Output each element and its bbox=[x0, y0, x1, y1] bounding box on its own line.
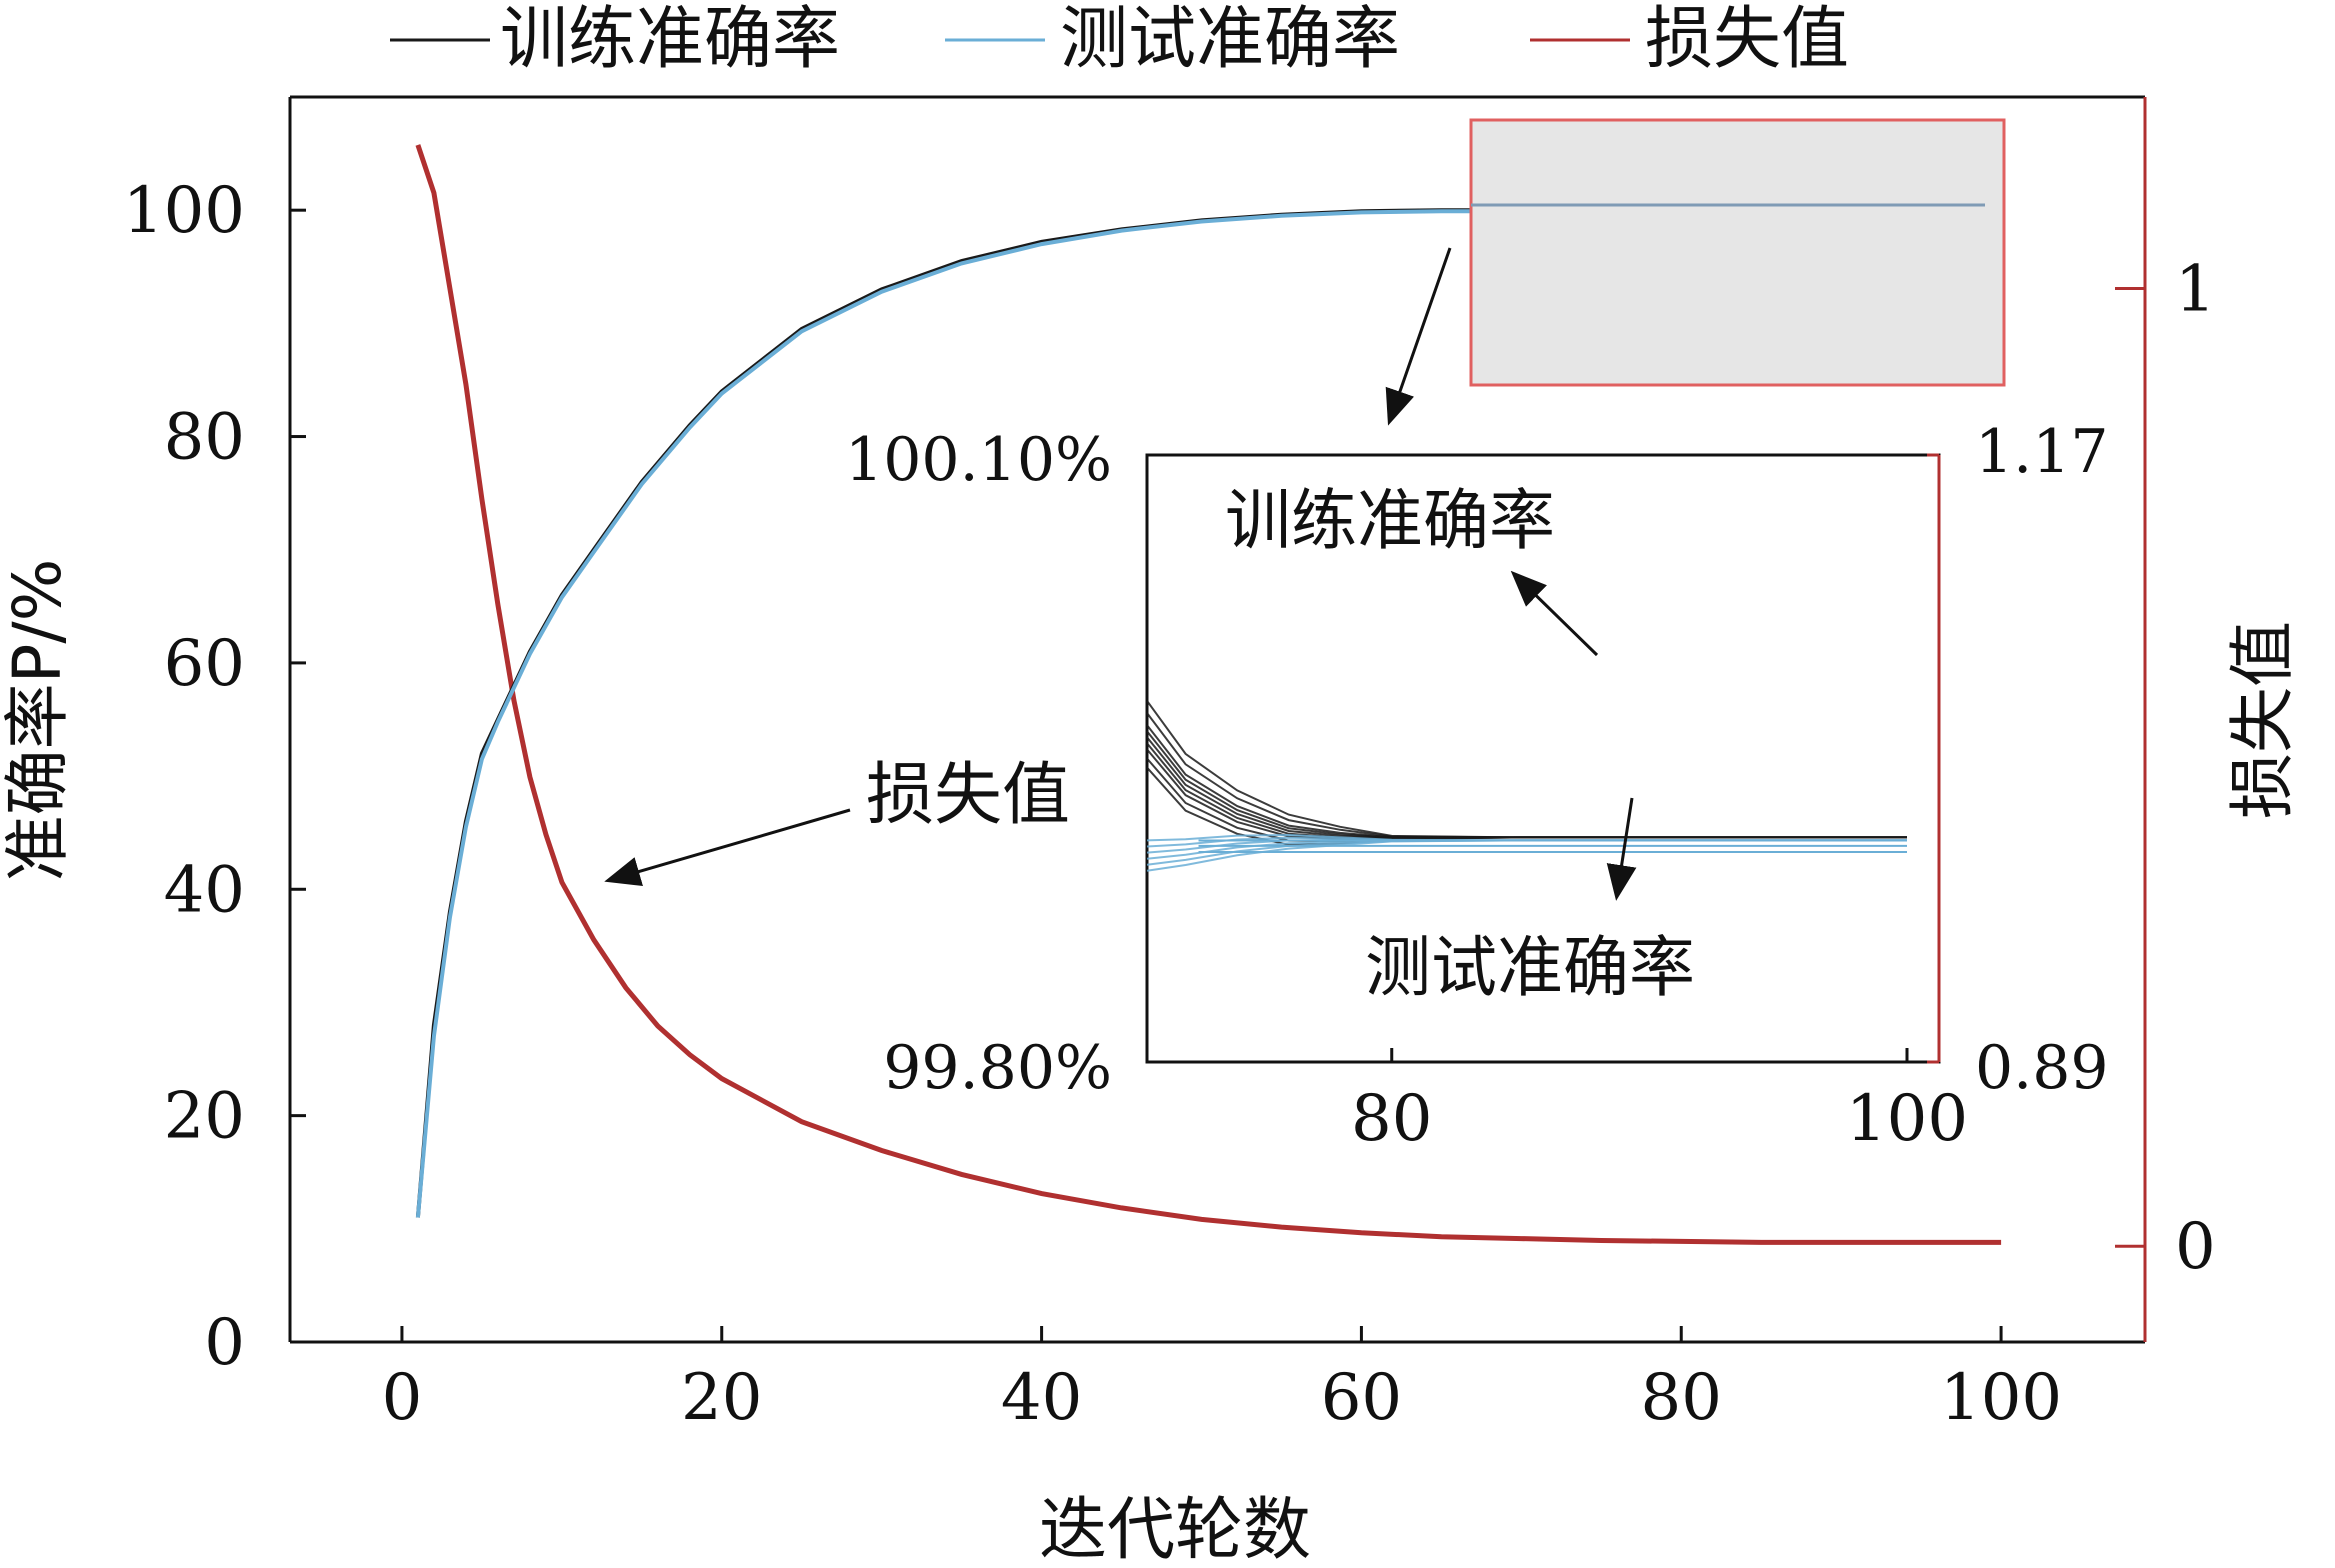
legend-label-loss: 损失值 bbox=[1645, 0, 1849, 79]
inset-test-series bbox=[1146, 833, 1907, 872]
y2-ticks: 01 bbox=[2115, 253, 2216, 1284]
x-tick-label: 20 bbox=[681, 1361, 762, 1435]
inset-y-bottom-label: 99.80% bbox=[883, 1033, 1112, 1103]
inset-train-annotation: 训练准确率 bbox=[1225, 482, 1555, 559]
x-tick-label: 80 bbox=[1641, 1361, 1722, 1435]
inset-y-top-label: 100.10% bbox=[845, 425, 1112, 495]
x-tick-label: 0 bbox=[382, 1361, 423, 1435]
x-tick-label: 60 bbox=[1321, 1361, 1402, 1435]
y-tick-label: 80 bbox=[164, 401, 245, 475]
inset-train-arrow bbox=[1510, 570, 1599, 657]
loss-annotation-arrow bbox=[604, 808, 851, 886]
y-tick-label: 0 bbox=[204, 1306, 245, 1380]
zoom-arrow bbox=[1385, 247, 1452, 426]
inset-test-annotation: 测试准确率 bbox=[1365, 929, 1695, 1006]
inset-test-arrow bbox=[1606, 797, 1637, 901]
inset-x-ticks: 80 100 bbox=[1351, 1048, 1968, 1156]
y-ticks: 0 20 40 60 80 100 bbox=[123, 174, 306, 1380]
inset-x-tick-label: 80 bbox=[1351, 1082, 1432, 1156]
y2-axis-label: 损失值 bbox=[2224, 621, 2301, 819]
x-ticks: 0 20 40 60 80 100 bbox=[382, 1326, 2062, 1435]
y-tick-label: 100 bbox=[123, 174, 245, 248]
inset-y2-top-label: 1.17 bbox=[1975, 417, 2109, 487]
legend: 训练准确率 测试准确率 损失值 bbox=[390, 0, 1849, 79]
legend-label-train: 训练准确率 bbox=[500, 0, 840, 79]
y2-tick-label: 1 bbox=[2175, 253, 2216, 327]
zoom-region-box bbox=[1469, 118, 2006, 387]
x-tick-label: 40 bbox=[1001, 1361, 1082, 1435]
loss-annotation-label: 损失值 bbox=[866, 756, 1070, 835]
y-tick-label: 60 bbox=[164, 627, 245, 701]
inset-frame bbox=[1145, 453, 1941, 1064]
legend-label-test: 测试准确率 bbox=[1060, 0, 1400, 79]
inset-x-tick-label: 100 bbox=[1846, 1082, 1968, 1156]
y-axis-label: 准确率P/% bbox=[0, 559, 76, 882]
x-tick-label: 100 bbox=[1940, 1361, 2062, 1435]
inset-chart: 80 100 100.10% 99.80% 1.17 0.89 训练准确率 测试准… bbox=[845, 417, 2109, 1156]
inset-y2-bottom-label: 0.89 bbox=[1975, 1033, 2109, 1103]
loss-series-line bbox=[415, 144, 2002, 1245]
x-axis-label: 迭代轮数 bbox=[1039, 1491, 1311, 1568]
y-tick-label: 20 bbox=[164, 1080, 245, 1154]
y-tick-label: 40 bbox=[164, 853, 245, 927]
y2-tick-label: 0 bbox=[2175, 1210, 2216, 1284]
